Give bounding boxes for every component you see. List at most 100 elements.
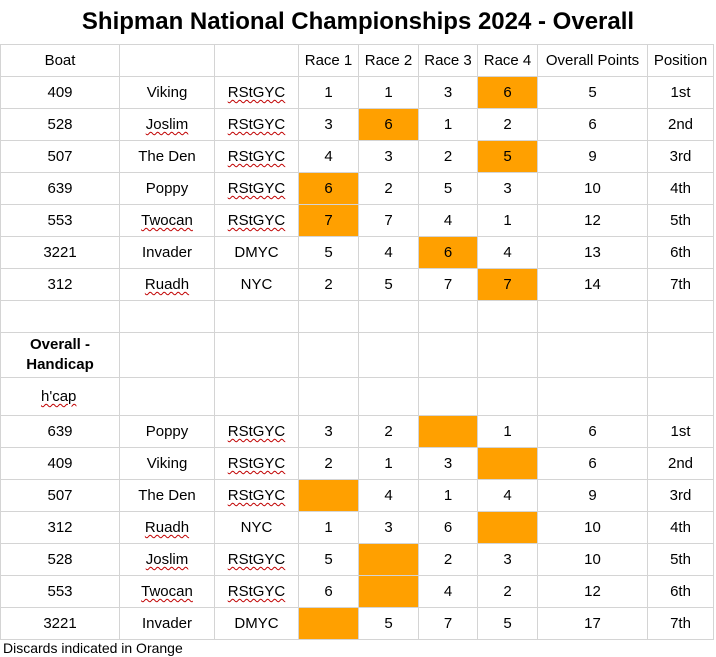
empty-cell <box>214 300 299 333</box>
cell-r2: 4 <box>358 236 419 269</box>
cell-r3: 7 <box>418 607 478 640</box>
cell-r1: 6 <box>298 172 359 205</box>
empty-cell <box>647 377 714 416</box>
result-row: 507 The Den RStGYC 4 1 4 9 3rd <box>0 479 714 512</box>
r1-value: 2 <box>324 276 333 293</box>
cell-r2: 4 <box>358 479 419 512</box>
boat-value: 507 <box>47 148 73 165</box>
cell-r3: 1 <box>418 479 478 512</box>
result-row: 409 Viking RStGYC 1 1 3 6 5 1st <box>0 76 714 109</box>
r1-value: 7 <box>324 212 333 229</box>
boat-value: 3221 <box>43 615 77 632</box>
pts-value: 14 <box>584 276 601 293</box>
pts-value: 9 <box>588 148 597 165</box>
pos-value: 6th <box>670 583 691 600</box>
name-value: Poppy <box>145 423 189 440</box>
boat-value: 639 <box>47 180 73 197</box>
cell-name: Joslim <box>119 108 215 141</box>
r3-value: 5 <box>443 180 453 197</box>
cell-r1: 3 <box>298 415 359 448</box>
column-header: Overall Points <box>537 44 648 77</box>
cell-r4 <box>477 447 538 480</box>
name-value: Poppy <box>145 180 189 197</box>
header-row: Boat Race 1 Race 2 Race 3 Race 4 Overall Poin… <box>0 44 714 77</box>
r3-value: 2 <box>443 148 453 165</box>
cell-pos: 4th <box>647 511 714 544</box>
club-value: DMYC <box>234 615 279 632</box>
name-value: The Den <box>138 148 196 165</box>
column-header: Race 1 <box>298 44 359 77</box>
name-value: Ruadh <box>144 276 190 293</box>
r1-value: 2 <box>324 455 333 472</box>
pts-value: 6 <box>588 423 597 440</box>
r2-value: 7 <box>384 212 393 229</box>
cell-boat: 553 <box>0 204 120 237</box>
club-value: DMYC <box>234 244 279 261</box>
cell-boat: 528 <box>0 543 120 576</box>
empty-cell <box>119 332 215 378</box>
cell-r1: 2 <box>298 447 359 480</box>
cell-r4 <box>477 511 538 544</box>
cell-club: RStGYC <box>214 479 299 512</box>
cell-name: Poppy <box>119 415 215 448</box>
pos-value: 1st <box>670 423 691 440</box>
r2-value: 5 <box>384 276 393 293</box>
cell-pos: 7th <box>647 607 714 640</box>
cell-club: RStGYC <box>214 543 299 576</box>
r3-value: 2 <box>443 551 453 568</box>
r1-value: 6 <box>324 583 333 600</box>
empty-cell <box>477 377 538 416</box>
cell-r2: 2 <box>358 172 419 205</box>
cell-pos: 7th <box>647 268 714 301</box>
section-title-row: Overall - Handicap <box>0 332 714 378</box>
pos-value: 7th <box>670 276 691 293</box>
pts-value: 10 <box>584 519 601 536</box>
cell-r4: 5 <box>477 607 538 640</box>
cell-pos: 2nd <box>647 447 714 480</box>
cell-name: Viking <box>119 447 215 480</box>
cell-name: Invader <box>119 607 215 640</box>
cell-r1: 5 <box>298 236 359 269</box>
column-header: Boat <box>0 44 120 77</box>
cell-r2: 7 <box>358 204 419 237</box>
empty-cell <box>119 377 215 416</box>
empty-cell <box>537 377 648 416</box>
column-header <box>214 44 299 77</box>
r4-value: 7 <box>503 276 512 293</box>
cell-club: RStGYC <box>214 447 299 480</box>
club-value: RStGYC <box>227 583 286 600</box>
r1-value: 4 <box>324 148 333 165</box>
cell-pts: 12 <box>537 204 648 237</box>
result-row: 409 Viking RStGYC 2 1 3 6 2nd <box>0 447 714 480</box>
cell-r2: 6 <box>358 108 419 141</box>
boat-value: 553 <box>47 212 73 229</box>
r4-value: 3 <box>503 180 512 197</box>
cell-pos: 3rd <box>647 479 714 512</box>
cell-pts: 9 <box>537 140 648 173</box>
cell-pos: 1st <box>647 415 714 448</box>
cell-r4: 4 <box>477 479 538 512</box>
empty-cell <box>298 332 359 378</box>
pts-value: 10 <box>584 180 601 197</box>
cell-pts: 17 <box>537 607 648 640</box>
cell-r4: 3 <box>477 543 538 576</box>
r2-value: 3 <box>384 519 393 536</box>
empty-cell <box>119 300 215 333</box>
cell-r3: 3 <box>418 76 478 109</box>
cell-r1: 6 <box>298 575 359 608</box>
cell-club: RStGYC <box>214 172 299 205</box>
empty-cell <box>647 300 714 333</box>
cell-r3: 1 <box>418 108 478 141</box>
cell-r1: 7 <box>298 204 359 237</box>
cell-name: Ruadh <box>119 511 215 544</box>
cell-pts: 10 <box>537 172 648 205</box>
name-value: Viking <box>146 84 188 101</box>
pos-value: 2nd <box>667 455 694 472</box>
boat-value: 528 <box>47 551 73 568</box>
result-row: 312 Ruadh NYC 1 3 6 10 4th <box>0 511 714 544</box>
page-title: Shipman National Championships 2024 - Ov… <box>81 8 635 35</box>
cell-pts: 6 <box>537 447 648 480</box>
cell-pts: 9 <box>537 479 648 512</box>
r3-value: 7 <box>443 276 453 293</box>
boat-value: 409 <box>47 455 73 472</box>
